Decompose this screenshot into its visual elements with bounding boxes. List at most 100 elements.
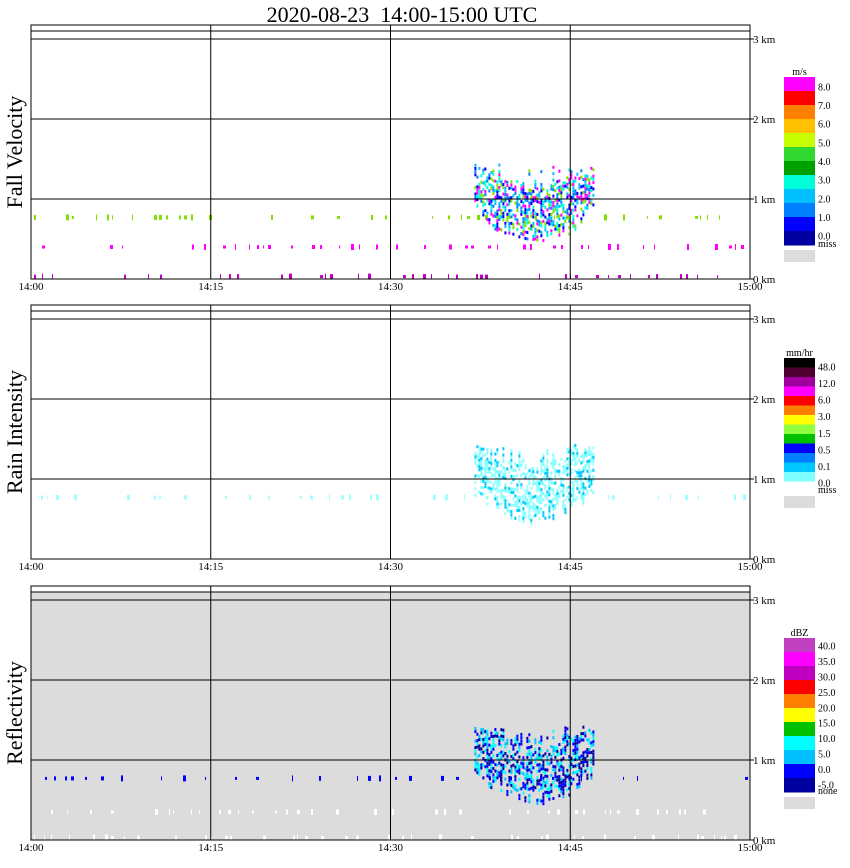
cell-pixel bbox=[544, 475, 547, 479]
cell-pixel bbox=[476, 191, 479, 195]
cell-pixel bbox=[478, 449, 481, 453]
band-speck bbox=[485, 274, 488, 279]
cell-pixel bbox=[566, 192, 569, 196]
cell-pixel bbox=[542, 760, 545, 764]
cell-pixel bbox=[486, 502, 489, 506]
cell-pixel bbox=[510, 481, 513, 485]
cell-pixel bbox=[514, 475, 517, 479]
cell-pixel bbox=[524, 514, 527, 518]
cell-pixel bbox=[546, 465, 549, 469]
cell-pixel bbox=[568, 485, 571, 489]
cell-pixel bbox=[514, 752, 517, 756]
cell-pixel bbox=[494, 179, 497, 183]
cell-pixel bbox=[524, 767, 527, 771]
cell-pixel bbox=[502, 498, 505, 502]
colorbar-label: 6.0 bbox=[818, 120, 831, 131]
cell-pixel bbox=[526, 192, 529, 196]
cell-pixel bbox=[514, 787, 517, 791]
cell-pixel bbox=[554, 503, 557, 507]
cell-pixel bbox=[494, 202, 497, 206]
cell-pixel bbox=[500, 199, 503, 203]
cell-pixel bbox=[478, 738, 481, 742]
cell-pixel bbox=[568, 472, 571, 476]
band-speck bbox=[34, 835, 35, 841]
cell-pixel bbox=[520, 209, 523, 213]
cell-pixel bbox=[570, 500, 573, 504]
cell-pixel bbox=[532, 205, 535, 209]
cell-pixel bbox=[510, 503, 513, 507]
cell-pixel bbox=[506, 754, 509, 758]
cell-pixel bbox=[478, 468, 481, 472]
cell-pixel bbox=[522, 765, 525, 769]
band-speck bbox=[268, 245, 271, 249]
colorbar-label: 4.0 bbox=[818, 157, 831, 168]
band-speck bbox=[159, 495, 161, 499]
x-tick-label: 14:45 bbox=[558, 561, 584, 573]
cell-pixel bbox=[586, 767, 589, 771]
cell-pixel bbox=[500, 772, 503, 776]
cell-pixel bbox=[496, 183, 499, 187]
band-speck bbox=[444, 809, 446, 815]
cell-pixel bbox=[506, 761, 509, 765]
cell-pixel bbox=[572, 189, 575, 193]
band-speck bbox=[223, 245, 226, 249]
colorbar-swatch bbox=[784, 638, 815, 653]
cell-pixel bbox=[536, 470, 539, 474]
cell-pixel bbox=[568, 206, 571, 210]
cell-pixel bbox=[494, 775, 497, 779]
cell-pixel bbox=[554, 746, 557, 750]
cell-pixel bbox=[582, 754, 585, 758]
cell-pixel bbox=[514, 201, 517, 205]
cell-pixel bbox=[534, 786, 537, 790]
colorbar-missing-swatch bbox=[784, 496, 815, 508]
cell-pixel bbox=[582, 200, 585, 204]
cell-pixel bbox=[492, 754, 495, 758]
cell-pixel bbox=[476, 454, 479, 458]
cell-pixel bbox=[548, 200, 551, 204]
cell-pixel bbox=[566, 447, 569, 451]
cell-pixel bbox=[540, 773, 543, 777]
cell-pixel bbox=[556, 186, 559, 190]
cell-pixel bbox=[586, 203, 589, 207]
cell-pixel bbox=[480, 766, 483, 770]
cell-pixel bbox=[532, 514, 535, 518]
cell-pixel bbox=[550, 500, 553, 504]
cell-pixel bbox=[554, 497, 557, 501]
cell-pixel bbox=[476, 464, 479, 468]
grid bbox=[30, 25, 751, 279]
cell-pixel bbox=[560, 200, 563, 204]
band-speck bbox=[741, 245, 744, 249]
cell-pixel bbox=[494, 458, 497, 462]
cell-pixel bbox=[480, 174, 483, 178]
cell-pixel bbox=[498, 214, 501, 218]
cell-pixel bbox=[592, 459, 595, 463]
band-speck bbox=[199, 810, 200, 814]
cell-pixel bbox=[480, 450, 483, 454]
cell-pixel bbox=[518, 464, 521, 468]
cell-pixel bbox=[582, 760, 585, 764]
cell-pixel bbox=[488, 202, 491, 206]
cell-pixel bbox=[476, 771, 479, 775]
cell-pixel bbox=[534, 227, 537, 231]
cell-pixel bbox=[496, 505, 499, 509]
cell-pixel bbox=[544, 205, 547, 209]
cell-pixel bbox=[588, 468, 591, 472]
cell-pixel bbox=[524, 796, 527, 800]
cell-pixel bbox=[544, 228, 547, 232]
cell-pixel bbox=[532, 221, 535, 225]
cell-pixel bbox=[504, 496, 507, 500]
cell-pixel bbox=[522, 471, 525, 475]
cell-pixel bbox=[526, 218, 529, 222]
cell-pixel bbox=[542, 459, 545, 463]
x-tick-label: 14:15 bbox=[198, 842, 224, 854]
cell-pixel bbox=[502, 205, 505, 209]
cell-pixel bbox=[582, 453, 585, 457]
cell-pixel bbox=[592, 187, 595, 191]
cell-pixel bbox=[514, 468, 517, 472]
cell-pixel bbox=[580, 454, 583, 458]
cell-pixel bbox=[580, 735, 583, 739]
band-speck bbox=[734, 835, 737, 841]
cell-pixel bbox=[558, 185, 561, 189]
cell-pixel bbox=[558, 784, 561, 788]
cell-pixel bbox=[506, 489, 509, 493]
